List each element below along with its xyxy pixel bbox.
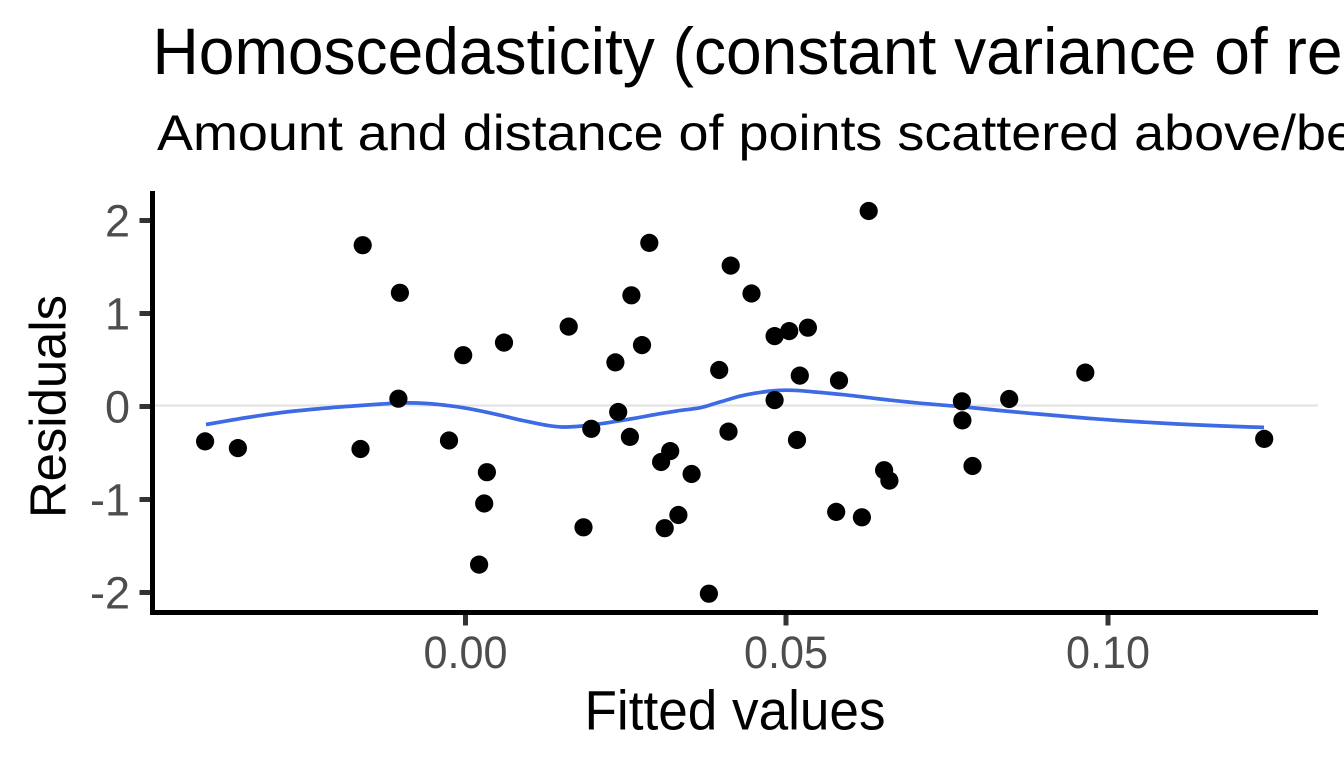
svg-text:1: 1: [105, 288, 130, 339]
svg-text:0.10: 0.10: [1066, 627, 1150, 678]
svg-text:Fitted values: Fitted values: [585, 679, 886, 742]
svg-text:0: 0: [105, 381, 130, 432]
svg-text:0.00: 0.00: [424, 627, 508, 678]
svg-text:0.05: 0.05: [744, 627, 828, 678]
svg-text:-1: -1: [90, 474, 130, 525]
svg-text:Amount and distance of points: Amount and distance of points scattered …: [157, 105, 1344, 161]
svg-text:2: 2: [105, 195, 130, 246]
svg-text:Residuals: Residuals: [20, 295, 77, 518]
svg-text:Homoscedasticity (constant var: Homoscedasticity (constant variance of r…: [153, 14, 1343, 88]
svg-text:-2: -2: [90, 567, 130, 618]
